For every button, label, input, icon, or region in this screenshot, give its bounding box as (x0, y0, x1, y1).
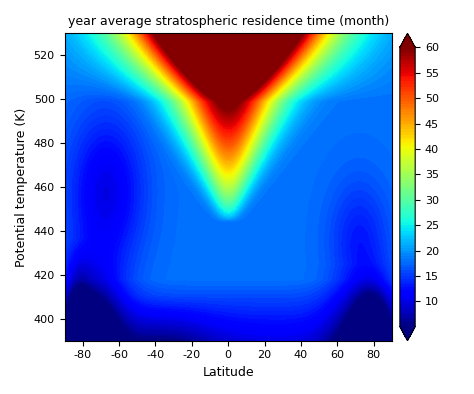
X-axis label: Latitude: Latitude (202, 366, 254, 379)
Y-axis label: Potential temperature (K): Potential temperature (K) (15, 108, 28, 267)
PathPatch shape (400, 327, 415, 341)
PathPatch shape (400, 33, 415, 47)
Title: year average stratospheric residence time (month): year average stratospheric residence tim… (68, 15, 389, 28)
